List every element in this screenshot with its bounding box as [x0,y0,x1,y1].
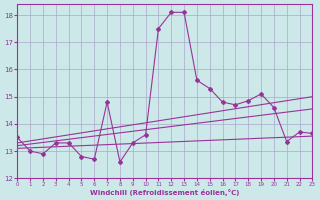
X-axis label: Windchill (Refroidissement éolien,°C): Windchill (Refroidissement éolien,°C) [90,189,240,196]
